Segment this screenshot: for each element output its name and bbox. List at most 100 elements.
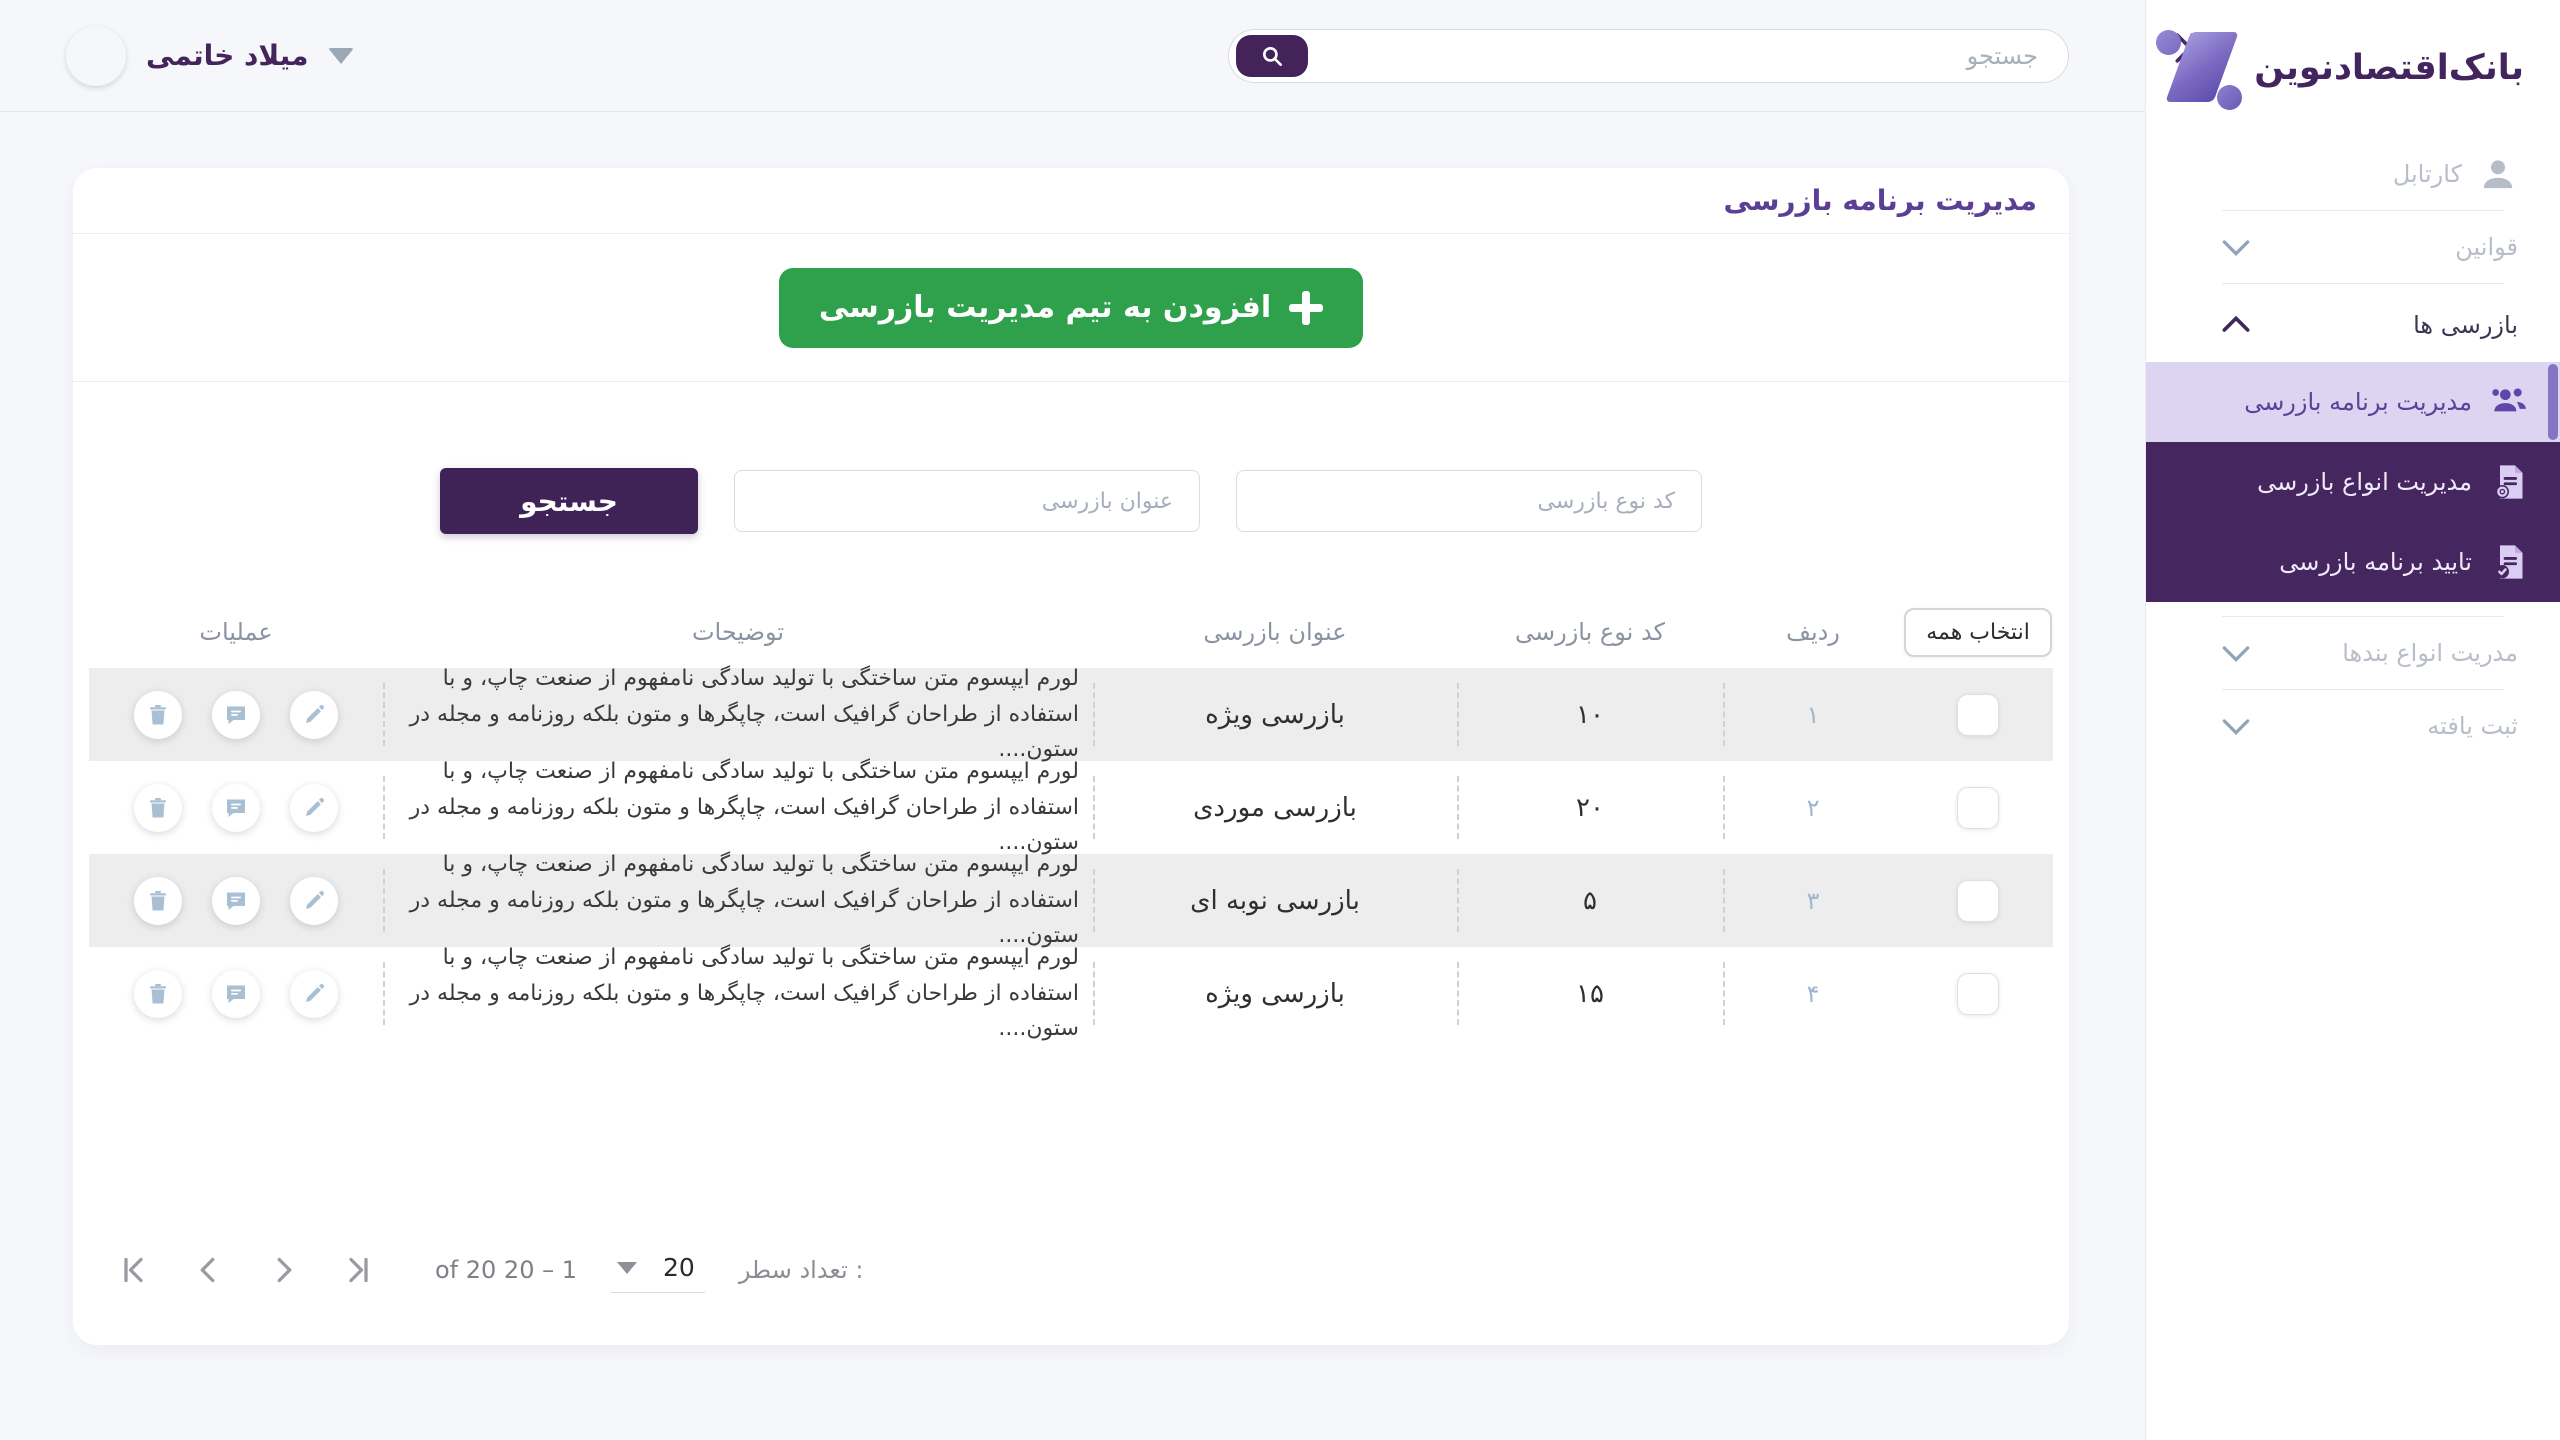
sidebar-item-label: کارتابل: [2392, 160, 2462, 188]
sidebar-item-taeed-barname[interactable]: تایید برنامه بازرسی: [2146, 522, 2560, 602]
pencil-icon: [306, 704, 324, 723]
comment-button[interactable]: [212, 969, 260, 1018]
cell-desc: لورم ایپسوم متن ساختگی با تولید سادگی نا…: [409, 759, 1079, 856]
row-checkbox[interactable]: [1957, 972, 1999, 1015]
comment-button[interactable]: [212, 783, 260, 832]
sidebar-item-label: مدیریت برنامه بازرسی: [2244, 388, 2472, 416]
plus-icon: [1289, 290, 1324, 325]
cell-desc: لورم ایپسوم متن ساختگی با تولید سادگی نا…: [409, 666, 1079, 763]
cell-radif: ۲: [1806, 793, 1820, 822]
header-radif: ردیف: [1786, 618, 1840, 646]
doc-gear-icon: [2495, 465, 2523, 499]
main-card: مدیریت برنامه بازرسی افزودن به تیم مدیری…: [73, 168, 2069, 1345]
sidebar-item-ghavanin[interactable]: قوانین: [2146, 215, 2560, 279]
row-checkbox[interactable]: [1957, 879, 1999, 922]
cell-code: ۱۵: [1576, 978, 1604, 1009]
table-row: ۴ ۱۵ بازرسی ویژه لورم ایپسوم متن ساختگی …: [89, 945, 2053, 1041]
avatar[interactable]: [66, 26, 126, 86]
sidebar-item-label: تایید برنامه بازرسی: [2279, 548, 2472, 576]
rows-per-page-select[interactable]: 20: [611, 1247, 705, 1293]
delete-button[interactable]: [134, 969, 182, 1018]
card-header: مدیریت برنامه بازرسی: [73, 168, 2069, 234]
pagination: of 20 20 – 1 20 تعداد سطر :: [117, 1247, 863, 1293]
row-checkbox[interactable]: [1957, 693, 1999, 736]
sidebar-item-anva-bandha[interactable]: مدریت انواع بندها: [2146, 621, 2560, 685]
inspection-title-input[interactable]: [734, 470, 1200, 532]
row-actions: [134, 969, 338, 1018]
chat-icon: [227, 799, 245, 817]
chat-icon: [227, 985, 245, 1003]
doc-check-icon: [2495, 545, 2523, 579]
divider: [2222, 616, 2504, 617]
row-actions: [134, 690, 338, 739]
divider: [2222, 210, 2504, 211]
sidebar-item-label: قوانین: [2455, 233, 2518, 261]
sidebar-item-label: مدیریت انواع بازرسی: [2257, 468, 2472, 496]
add-to-inspection-team-button[interactable]: افزودن به تیم مدیریت بازرسی: [778, 267, 1364, 348]
brand-logo-icon: [2154, 22, 2243, 114]
cell-radif: ۴: [1806, 979, 1820, 1008]
delete-button[interactable]: [134, 690, 182, 739]
global-search-button[interactable]: [1236, 34, 1308, 77]
trash-icon: [150, 797, 166, 817]
chevron-up-icon: [2222, 315, 2250, 332]
sidebar-menu: کارتابل قوانین بازرسی ها: [2146, 142, 2560, 758]
sidebar-item-bazresiha[interactable]: بازرسی ها: [2146, 288, 2560, 362]
user-menu-caret-icon[interactable]: [328, 47, 355, 64]
sidebar-item-label: مدریت انواع بندها: [2342, 639, 2518, 667]
trash-icon: [150, 704, 166, 724]
cell-desc: لورم ایپسوم متن ساختگی با تولید سادگی نا…: [409, 852, 1079, 949]
next-page-button[interactable]: [265, 1252, 301, 1288]
cell-desc: لورم ایپسوم متن ساختگی با تولید سادگی نا…: [409, 945, 1079, 1042]
edit-button[interactable]: [290, 783, 338, 832]
brand-name: بانک‌اقتصادنوین: [2254, 48, 2525, 88]
edit-button[interactable]: [290, 690, 338, 739]
chevron-down-icon: [2222, 646, 2250, 663]
last-page-button[interactable]: [339, 1252, 375, 1288]
filter-row: جستجو: [73, 468, 2069, 534]
table-row: ۱ ۱۰ بازرسی ویژه لورم ایپسوم متن ساختگی …: [89, 666, 2053, 762]
comment-button[interactable]: [212, 876, 260, 925]
sidebar-item-modiriat-barname[interactable]: مدیریت برنامه بازرسی: [2146, 362, 2560, 442]
page-title: مدیریت برنامه بازرسی: [1723, 184, 2038, 217]
table-row: ۲ ۲۰ بازرسی موردی لورم ایپسوم متن ساختگی…: [89, 759, 2053, 855]
edit-button[interactable]: [290, 876, 338, 925]
inspection-type-code-input[interactable]: [1236, 470, 1702, 532]
delete-button[interactable]: [134, 876, 182, 925]
user-menu[interactable]: میلاد خاتمی: [66, 26, 355, 86]
cell-radif: ۳: [1806, 886, 1820, 915]
select-all-button[interactable]: انتخاب همه: [1904, 607, 2052, 657]
row-actions: [134, 783, 338, 832]
sidebar-scrollbar[interactable]: [2548, 364, 2558, 440]
first-page-button[interactable]: [117, 1252, 153, 1288]
sidebar: بانک‌اقتصادنوین کارتابل: [2145, 0, 2560, 1440]
chat-icon: [227, 892, 245, 910]
sidebar-item-modiriat-anva[interactable]: مدیریت انواع بازرسی: [2146, 442, 2560, 522]
add-button-label: افزودن به تیم مدیریت بازرسی: [818, 290, 1272, 325]
divider: [2222, 689, 2504, 690]
search-button[interactable]: جستجو: [440, 468, 698, 534]
search-icon: [1263, 46, 1282, 66]
pencil-icon: [306, 890, 324, 909]
table-row: ۳ ۵ بازرسی نوبه ای لورم ایپسوم متن ساختگ…: [89, 852, 2053, 948]
cell-radif: ۱: [1806, 700, 1820, 729]
sidebar-item-sabt-yafte[interactable]: ثبت یافته: [2146, 694, 2560, 758]
delete-button[interactable]: [134, 783, 182, 832]
cell-code: ۵: [1583, 885, 1597, 916]
header-desc: توضیحات: [691, 618, 785, 646]
trash-icon: [150, 983, 166, 1003]
select-caret-icon: [617, 1261, 637, 1274]
global-search-input[interactable]: [1229, 29, 2068, 82]
chevron-down-icon: [2222, 719, 2250, 736]
edit-button[interactable]: [290, 969, 338, 1018]
cell-code: ۱۰: [1576, 699, 1604, 730]
pagination-nav: [117, 1252, 375, 1288]
row-checkbox[interactable]: [1957, 786, 1999, 829]
comment-button[interactable]: [212, 690, 260, 739]
cell-title: بازرسی نوبه ای: [1190, 885, 1360, 916]
prev-page-button[interactable]: [191, 1252, 227, 1288]
chevron-down-icon: [2222, 240, 2250, 257]
sidebar-item-kartabl[interactable]: کارتابل: [2146, 142, 2560, 206]
page-range-text: of 20 20 – 1: [435, 1256, 577, 1284]
